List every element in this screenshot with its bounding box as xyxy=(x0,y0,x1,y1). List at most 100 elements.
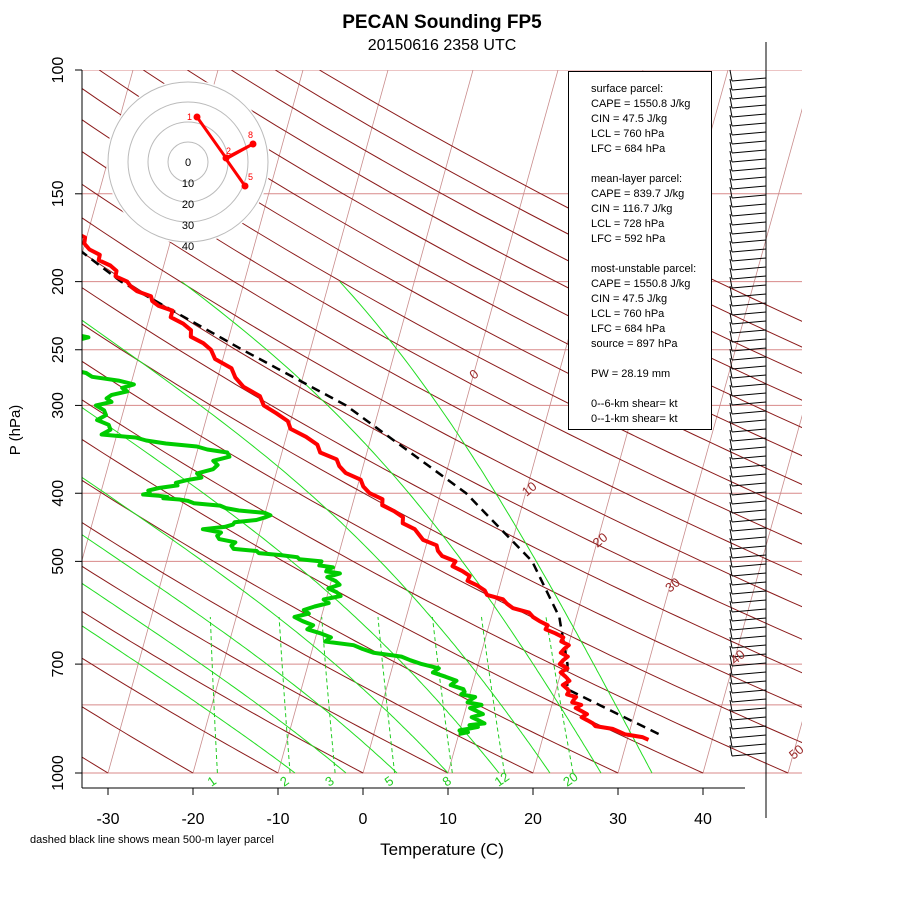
wind-barb-flag xyxy=(729,708,733,721)
wind-barb xyxy=(731,374,767,379)
wind-barb xyxy=(731,221,767,226)
wind-barb-flag xyxy=(729,357,733,370)
wind-barb xyxy=(731,95,767,100)
dry-adiabat xyxy=(82,521,534,774)
moist-adiabat xyxy=(82,534,398,774)
wind-barb xyxy=(731,437,767,442)
wind-barb-flag xyxy=(729,267,733,280)
wind-barb-flag xyxy=(729,519,733,532)
y-tick-label: 300 xyxy=(50,392,67,419)
hodograph-background xyxy=(106,80,270,244)
wind-barb xyxy=(731,626,767,631)
wind-barb xyxy=(731,509,767,514)
wind-barb xyxy=(731,320,767,325)
hodograph-point-label: 1 xyxy=(187,112,192,122)
isotherm-line xyxy=(362,70,559,774)
moist-adiabat xyxy=(181,281,602,774)
wind-barb xyxy=(731,473,767,478)
surface-lcl: LCL = 760 hPa xyxy=(591,128,665,140)
hodograph-ring-label: 0 xyxy=(185,157,191,169)
hodograph-point-label: 5 xyxy=(248,172,253,182)
wind-barb-flag xyxy=(729,627,733,640)
wind-barb-flag xyxy=(729,339,733,352)
wind-barb xyxy=(731,599,767,604)
mixing-ratio-label: 2 xyxy=(277,773,292,789)
indices-panel: surface parcel: CAPE = 1550.8 J/kg CIN =… xyxy=(568,71,712,430)
mixing-ratio-line xyxy=(209,616,218,774)
wind-barb-flag xyxy=(729,141,733,154)
chart-title: PECAN Sounding FP5 xyxy=(342,12,542,33)
wind-barb-flag xyxy=(729,204,733,217)
dry-adiabat xyxy=(82,360,802,744)
wind-barb-flag xyxy=(729,240,733,253)
wind-barb-flag xyxy=(729,672,733,685)
wind-barb xyxy=(731,455,767,460)
wind-barb xyxy=(731,149,767,154)
x-tick-label: 30 xyxy=(609,811,627,828)
wind-barb xyxy=(731,302,767,307)
wind-barb xyxy=(731,491,767,496)
precipitable-water: PW = 28.19 mm xyxy=(591,368,671,380)
mixing-ratio-line xyxy=(278,616,291,774)
dry-adiabat xyxy=(82,183,802,576)
wind-barb-flag xyxy=(729,366,733,379)
x-axis-label: Temperature (C) xyxy=(380,840,504,859)
wind-barb xyxy=(731,176,767,181)
isotherm-label: 0 xyxy=(466,366,481,382)
wind-barb xyxy=(731,482,767,487)
surface-heading: surface parcel: xyxy=(591,83,664,95)
temperature-trace xyxy=(82,233,650,742)
wind-barb-flag xyxy=(729,591,733,604)
wind-barb-flag xyxy=(729,402,733,415)
wind-barb-flag xyxy=(729,717,733,730)
wind-barb xyxy=(731,689,767,694)
dry-adiabat xyxy=(82,323,802,708)
wind-barb-flag xyxy=(729,573,733,586)
shear-0-1km: 0--1-km shear= kt xyxy=(591,413,678,425)
wind-barb xyxy=(731,698,767,703)
wind-barb xyxy=(731,752,767,757)
wind-barb-flag xyxy=(729,744,733,757)
wind-barb xyxy=(731,662,767,667)
isotherm-label: 20 xyxy=(590,530,611,551)
ml-cape: CAPE = 839.7 J/kg xyxy=(591,188,685,200)
x-tick-label: -20 xyxy=(181,811,204,828)
wind-barb-flag xyxy=(729,114,733,127)
wind-barb xyxy=(731,131,767,136)
wind-barb xyxy=(731,608,767,613)
wind-barb xyxy=(731,572,767,577)
wind-barb-flag xyxy=(729,447,733,460)
wind-barb-flag xyxy=(729,222,733,235)
wind-barb-flag xyxy=(729,645,733,658)
x-tick-label: 40 xyxy=(694,811,712,828)
moist-adiabat xyxy=(82,625,296,774)
wind-barb-flag xyxy=(729,528,733,541)
hodograph-point xyxy=(249,140,257,148)
y-tick-label: 200 xyxy=(50,268,67,295)
wind-barb-flag xyxy=(729,699,733,712)
wind-barb xyxy=(731,716,767,721)
shear-0-6km: 0--6-km shear= kt xyxy=(591,398,678,410)
mixing-ratio-label: 1 xyxy=(205,773,220,789)
wind-barb xyxy=(731,446,767,451)
dry-adiabat xyxy=(82,151,802,545)
wind-barb xyxy=(731,158,767,163)
wind-barb-flag xyxy=(729,510,733,523)
mixing-ratio-label: 12 xyxy=(492,769,512,790)
y-tick-label: 700 xyxy=(50,651,67,678)
wind-barb xyxy=(731,734,767,739)
wind-barb-flag xyxy=(729,87,733,100)
hodograph-point-label: 2 xyxy=(226,146,231,156)
wind-barb xyxy=(731,401,767,406)
dry-adiabat xyxy=(82,87,802,485)
wind-barb xyxy=(731,140,767,145)
wind-barb xyxy=(731,536,767,541)
wind-barb-flag xyxy=(729,663,733,676)
surface-cape: CAPE = 1550.8 J/kg xyxy=(591,98,691,110)
wind-barb-flag xyxy=(729,177,733,190)
moist-adiabat xyxy=(82,476,449,774)
x-tick-label: 0 xyxy=(359,811,368,828)
wind-barb-flag xyxy=(729,78,733,91)
isotherm-line xyxy=(107,70,304,774)
